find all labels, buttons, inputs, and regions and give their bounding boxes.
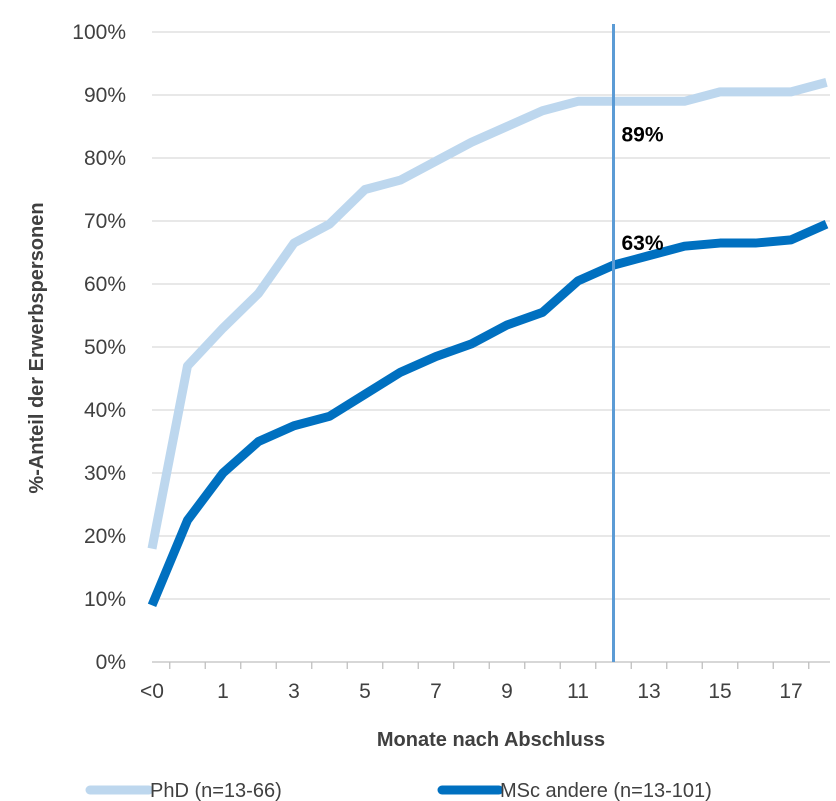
series-lines [147,78,829,608]
x-tick-label: 5 [359,680,371,703]
x-axis [152,661,830,669]
y-tick-label: 70% [84,210,126,233]
legend-label-phd: PhD (n=13-66) [150,780,282,801]
x-tick-label: 1 [217,680,229,703]
y-axis-title: %-Anteil der Erwerbspersonen [26,202,48,493]
annotation-label: 89% [622,123,664,146]
y-tick-label: 90% [84,84,126,107]
x-tick-label: 3 [288,680,300,703]
y-tick-label: 100% [72,21,126,44]
legend-label-msc: MSc andere (n=13-101) [500,780,712,801]
y-tick-label: 80% [84,147,126,170]
y-tick-label: 20% [84,525,126,548]
x-axis-ticks: <0 1 3 5 7 9 11 13 15 17 [140,680,803,703]
gridlines [152,31,830,600]
x-tick-label: 17 [779,680,802,703]
y-tick-label: 30% [84,462,126,485]
y-tick-label: 60% [84,273,126,296]
y-axis-ticks: 0% 10% 20% 30% 40% 50% 60% 70% 80% 90% 100% [72,21,126,674]
x-tick-label: 11 [567,680,589,703]
annotations: 89% 63% [622,123,664,255]
legend: PhD (n=13-66) MSc andere (n=13-101) [85,780,712,801]
y-tick-label: 40% [84,399,126,422]
x-axis-title: Monate nach Abschluss [377,729,605,751]
x-tick-label: 13 [637,680,660,703]
x-tick-label: 9 [501,680,513,703]
annotation-label: 63% [622,232,664,255]
x-tick-label: 7 [430,680,442,703]
y-tick-label: 10% [84,588,126,611]
series-msc-line [147,220,829,608]
x-tick-label: 15 [708,680,731,703]
series-phd-line [147,78,828,550]
y-tick-label: 50% [84,336,126,359]
y-tick-label: 0% [96,651,126,674]
x-tick-label: <0 [140,680,164,703]
